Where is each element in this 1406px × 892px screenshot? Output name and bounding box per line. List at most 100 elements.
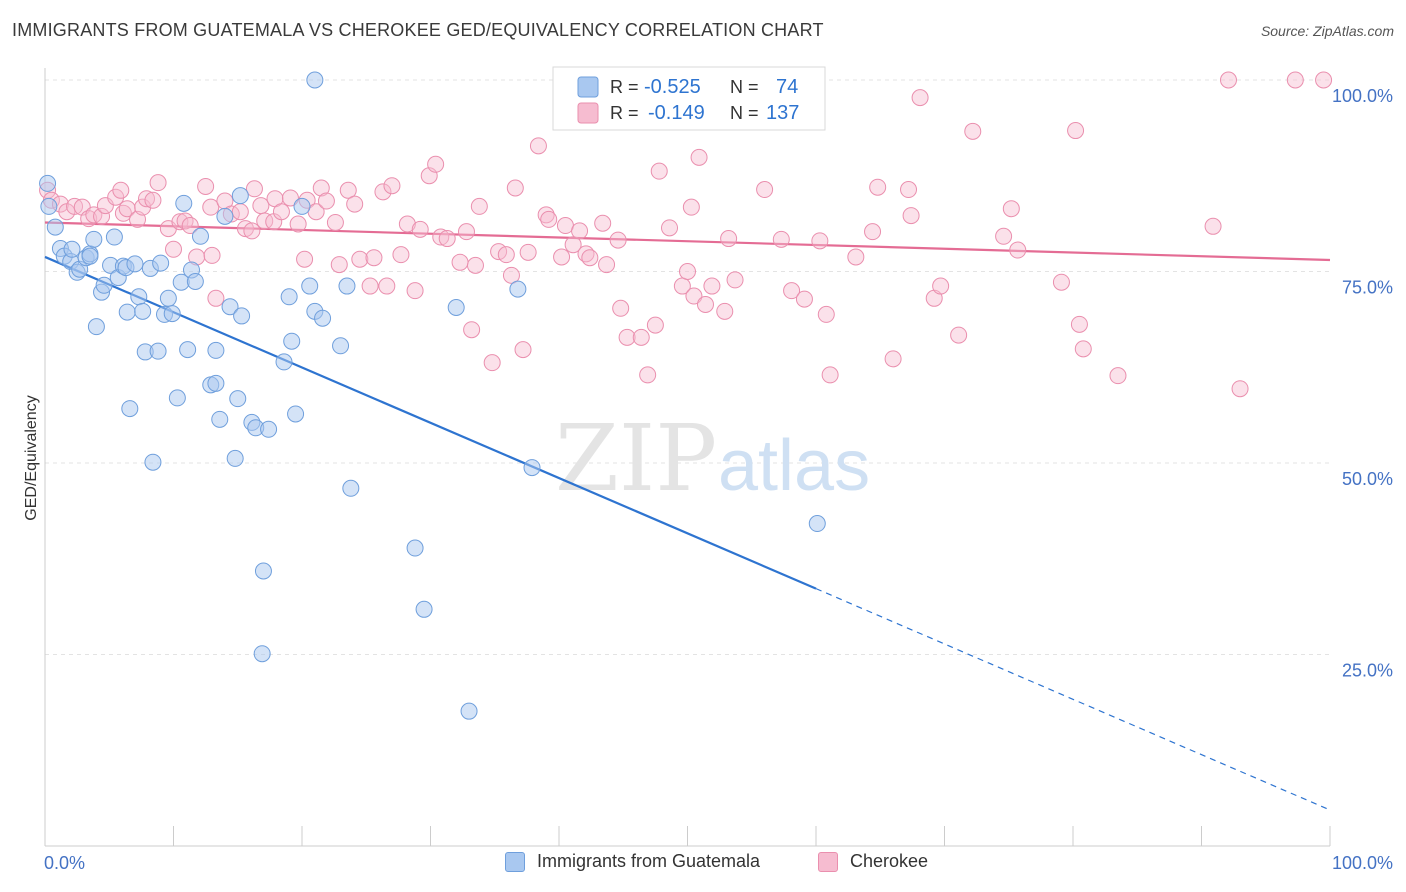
cherokee-point: [374, 183, 392, 201]
cherokee-point: [256, 212, 274, 230]
cherokee-point: [361, 277, 379, 295]
cherokee-point: [236, 220, 254, 238]
bottom-legend-guatemala: Immigrants from Guatemala: [505, 851, 760, 872]
cherokee-point: [650, 162, 668, 180]
guatemala-point: [447, 299, 465, 317]
cherokee-point: [1219, 71, 1237, 89]
cherokee-point: [682, 198, 700, 216]
guatemala-point: [163, 305, 181, 323]
cherokee-point: [245, 180, 263, 198]
cherokee-point: [598, 256, 616, 274]
guatemala-point: [415, 600, 433, 618]
cherokee-point: [1067, 122, 1085, 140]
bottom-legend-cherokee: Cherokee: [818, 851, 928, 872]
cherokee-point: [432, 228, 450, 246]
guatemala-point: [808, 515, 826, 533]
cherokee-point: [202, 198, 220, 216]
cherokee-point: [181, 217, 199, 235]
guatemala-point: [207, 374, 225, 392]
guatemala-point: [406, 539, 424, 557]
cherokee-point: [529, 137, 547, 155]
legend-n-label-2: N =: [730, 103, 759, 123]
legend-n-label-1: N =: [730, 77, 759, 97]
cherokee-point: [1070, 315, 1088, 333]
legend-r-value-2: -0.149: [648, 102, 705, 124]
guatemala-point: [253, 645, 271, 663]
cherokee-point: [811, 232, 829, 250]
cherokee-point: [1002, 200, 1020, 218]
guatemala-point: [342, 479, 360, 497]
cherokee-point: [176, 212, 194, 230]
cherokee-point: [296, 250, 314, 268]
legend-r-value-1: -0.525: [644, 76, 701, 98]
guatemala-point: [216, 207, 234, 225]
guatemala-point: [233, 307, 251, 325]
guatemala-point: [159, 289, 177, 307]
cherokee-point: [519, 243, 537, 261]
guatemala-point: [39, 174, 57, 192]
guatemala-point: [168, 389, 186, 407]
cherokee-point: [795, 290, 813, 308]
guatemala-point: [229, 390, 247, 408]
guatemala-point: [121, 400, 139, 418]
cherokee-point: [817, 305, 835, 323]
cherokee-point: [197, 177, 215, 195]
chart-title: IMMIGRANTS FROM GUATEMALA VS CHEROKEE GE…: [12, 20, 824, 40]
cherokee-point: [497, 246, 515, 264]
bottom-legend-label-guatemala: Immigrants from Guatemala: [537, 851, 761, 871]
cherokee-point: [351, 250, 369, 268]
y-tick-label-50: 50.0%: [1342, 469, 1393, 489]
cherokee-point: [149, 174, 167, 192]
cherokee-point: [207, 289, 225, 307]
watermark: ZIP atlas: [555, 405, 870, 512]
guatemala-point: [191, 227, 209, 245]
cherokee-point: [502, 266, 520, 284]
cherokee-point: [783, 282, 801, 300]
guatemala-point: [280, 288, 298, 306]
cherokee-point: [378, 277, 396, 295]
cherokee-point: [365, 249, 383, 267]
cherokee-point: [272, 203, 290, 221]
guatemala-point: [254, 562, 272, 580]
cherokee-point: [134, 198, 152, 216]
cherokee-point: [884, 350, 902, 368]
guatemala-point: [211, 410, 229, 428]
guatemala-point: [460, 702, 478, 720]
cherokee-point: [900, 181, 918, 199]
cherokee-point: [716, 302, 734, 320]
legend-n-value-2: 137: [766, 102, 799, 124]
cherokee-point: [756, 181, 774, 199]
legend-r-label-1: R =: [610, 77, 639, 97]
y-tick-label-100: 100.0%: [1332, 86, 1393, 106]
cherokee-point: [1204, 217, 1222, 235]
guatemala-point: [306, 71, 324, 89]
cherokee-point: [1231, 380, 1249, 398]
cherokee-point: [950, 326, 968, 344]
cherokee-point: [911, 89, 929, 107]
cherokee-point: [612, 299, 630, 317]
cherokee-point: [772, 230, 790, 248]
cherokee-points: [39, 71, 1333, 398]
cherokee-point: [690, 148, 708, 166]
cherokee-point: [661, 219, 679, 237]
cherokee-point: [995, 227, 1013, 245]
cherokee-point: [317, 192, 335, 210]
cherokee-point: [556, 217, 574, 235]
watermark-atlas: atlas: [718, 426, 870, 506]
cherokee-point: [696, 295, 714, 313]
legend: R = -0.525 N = 74 R = -0.149 N = 137: [552, 66, 826, 131]
cherokee-point: [289, 215, 307, 233]
source-credit: Source: ZipAtlas.com: [1260, 23, 1394, 39]
cherokee-point: [1009, 241, 1027, 259]
cherokee-point: [571, 222, 589, 240]
cherokee-point: [281, 189, 299, 207]
cherokee-point: [1052, 273, 1070, 291]
cherokee-point: [869, 178, 887, 196]
y-tick-label-75: 75.0%: [1342, 278, 1393, 298]
cherokee-point: [138, 190, 156, 208]
cherokee-point: [165, 240, 182, 258]
legend-r-label-2: R =: [610, 103, 639, 123]
guatemala-point: [126, 255, 144, 273]
guatemala-point: [152, 254, 170, 272]
